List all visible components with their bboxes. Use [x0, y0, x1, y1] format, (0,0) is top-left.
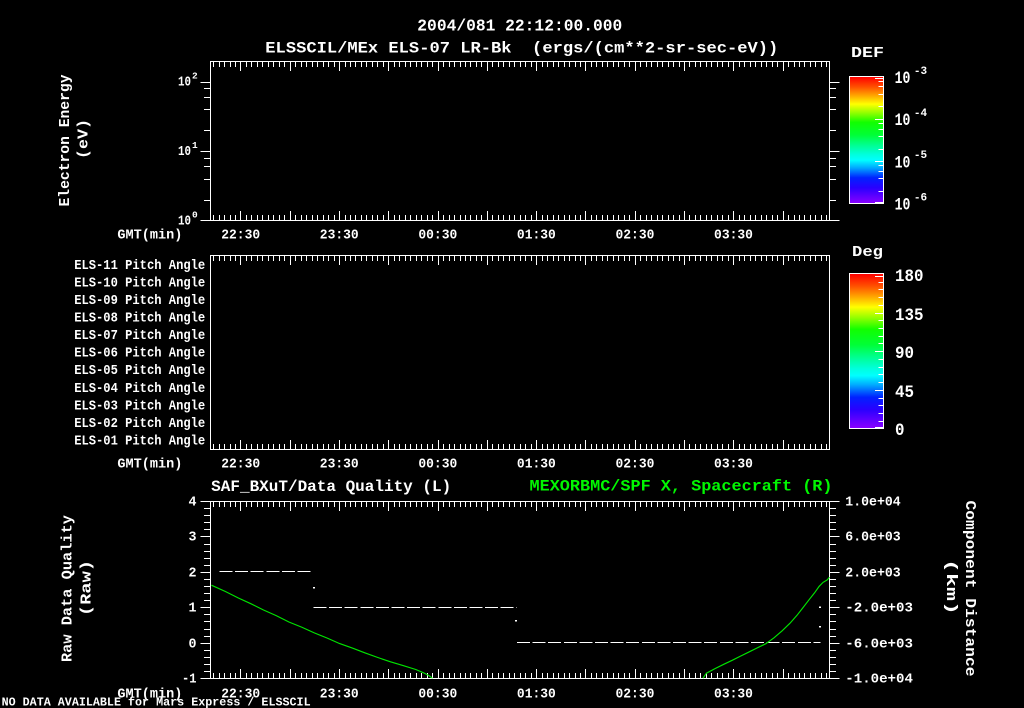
svg-text:1.0e+04: 1.0e+04 [845, 495, 900, 511]
svg-text:10: 10 [895, 111, 911, 131]
svg-text:-2.0e+03: -2.0e+03 [845, 601, 913, 617]
svg-text:DEF: DEF [851, 46, 884, 62]
svg-text:10: 10 [178, 76, 191, 91]
svg-text:10: 10 [895, 69, 911, 89]
svg-text:Electron Energy: Electron Energy [57, 75, 74, 207]
svg-text:01:30: 01:30 [517, 687, 556, 702]
svg-text:23:30: 23:30 [320, 687, 359, 702]
svg-text:ELSSCIL/MEx ELS-07 LR-Bk (erg: ELSSCIL/MEx ELS-07 LR-Bk (ergs/(cm**2-sr… [265, 40, 778, 58]
svg-text:6.0e+03: 6.0e+03 [845, 530, 900, 546]
svg-text:01:30: 01:30 [517, 458, 556, 473]
svg-text:00:30: 00:30 [418, 687, 457, 702]
svg-text:2.0e+03: 2.0e+03 [845, 566, 900, 582]
svg-text:MEXORBMC/SPF X, Spacecraft (R): MEXORBMC/SPF X, Spacecraft (R) [530, 477, 833, 495]
svg-text:ELS-02 Pitch Angle: ELS-02 Pitch Angle [74, 417, 205, 432]
svg-text:-3: -3 [914, 66, 928, 78]
svg-text:ELS-04 Pitch Angle: ELS-04 Pitch Angle [74, 382, 205, 397]
svg-text:-6: -6 [914, 192, 927, 204]
svg-text:00:30: 00:30 [418, 458, 457, 473]
svg-text:3: 3 [189, 530, 197, 546]
svg-text:02:30: 02:30 [615, 228, 654, 243]
svg-text:Component Distance: Component Distance [961, 501, 978, 677]
svg-text:03:30: 03:30 [714, 458, 753, 473]
svg-text:(Raw): (Raw) [79, 560, 96, 616]
svg-text:0: 0 [189, 637, 197, 653]
svg-text:10: 10 [178, 145, 191, 160]
svg-text:0: 0 [192, 210, 198, 221]
svg-text:2004/081 22:12:00.000: 2004/081 22:12:00.000 [417, 18, 622, 37]
svg-text:GMT(min): GMT(min) [117, 686, 182, 702]
svg-text:22:30: 22:30 [221, 458, 260, 473]
svg-text:03:30: 03:30 [714, 687, 753, 702]
svg-text:GMT(min): GMT(min) [117, 457, 182, 473]
svg-text:180: 180 [895, 267, 924, 287]
svg-text:(eV): (eV) [76, 119, 93, 159]
svg-text:GMT(min): GMT(min) [117, 227, 182, 243]
svg-text:2: 2 [189, 566, 197, 582]
svg-text:-4: -4 [914, 108, 928, 120]
svg-text:ELS-10 Pitch Angle: ELS-10 Pitch Angle [74, 276, 205, 291]
svg-text:90: 90 [895, 344, 914, 364]
svg-text:NO DATA AVAILABLE for Mars Exp: NO DATA AVAILABLE for Mars Express / ELS… [2, 697, 311, 708]
svg-text:23:30: 23:30 [320, 458, 359, 473]
svg-text:Deg: Deg [852, 245, 883, 261]
svg-text:Raw Data Quality: Raw Data Quality [60, 515, 77, 662]
svg-text:(km): (km) [942, 559, 959, 615]
svg-text:ELS-11 Pitch Angle: ELS-11 Pitch Angle [74, 259, 205, 274]
svg-text:10: 10 [178, 215, 191, 230]
svg-text:03:30: 03:30 [714, 228, 753, 243]
svg-text:1: 1 [189, 601, 197, 617]
svg-text:ELS-05 Pitch Angle: ELS-05 Pitch Angle [74, 364, 205, 379]
svg-text:0: 0 [895, 421, 905, 441]
svg-text:23:30: 23:30 [320, 228, 359, 243]
svg-text:-5: -5 [914, 150, 928, 162]
svg-text:ELS-08 Pitch Angle: ELS-08 Pitch Angle [74, 312, 205, 327]
svg-text:ELS-01 Pitch Angle: ELS-01 Pitch Angle [74, 434, 205, 449]
svg-text:01:30: 01:30 [517, 228, 556, 243]
svg-text:02:30: 02:30 [615, 458, 654, 473]
svg-text:2: 2 [192, 71, 198, 82]
svg-text:02:30: 02:30 [615, 687, 654, 702]
svg-text:ELS-06 Pitch Angle: ELS-06 Pitch Angle [74, 347, 205, 362]
svg-text:-1.0e+04: -1.0e+04 [845, 672, 913, 688]
svg-text:135: 135 [895, 306, 924, 326]
svg-text:SAF_BXuT/Data Quality (L): SAF_BXuT/Data Quality (L) [211, 478, 451, 496]
svg-text:22:30: 22:30 [221, 228, 260, 243]
svg-text:-6.0e+03: -6.0e+03 [845, 637, 913, 653]
svg-text:ELS-03 Pitch Angle: ELS-03 Pitch Angle [74, 399, 205, 414]
svg-text:45: 45 [895, 383, 914, 403]
svg-text:22:30: 22:30 [221, 687, 260, 702]
svg-text:10: 10 [895, 153, 911, 173]
svg-text:-1: -1 [182, 672, 197, 688]
svg-text:ELS-09 Pitch Angle: ELS-09 Pitch Angle [74, 294, 205, 309]
svg-text:1: 1 [192, 140, 198, 151]
svg-text:10: 10 [895, 196, 911, 216]
svg-text:ELS-07 Pitch Angle: ELS-07 Pitch Angle [74, 329, 205, 344]
svg-text:00:30: 00:30 [418, 228, 457, 243]
svg-text:4: 4 [189, 495, 197, 511]
